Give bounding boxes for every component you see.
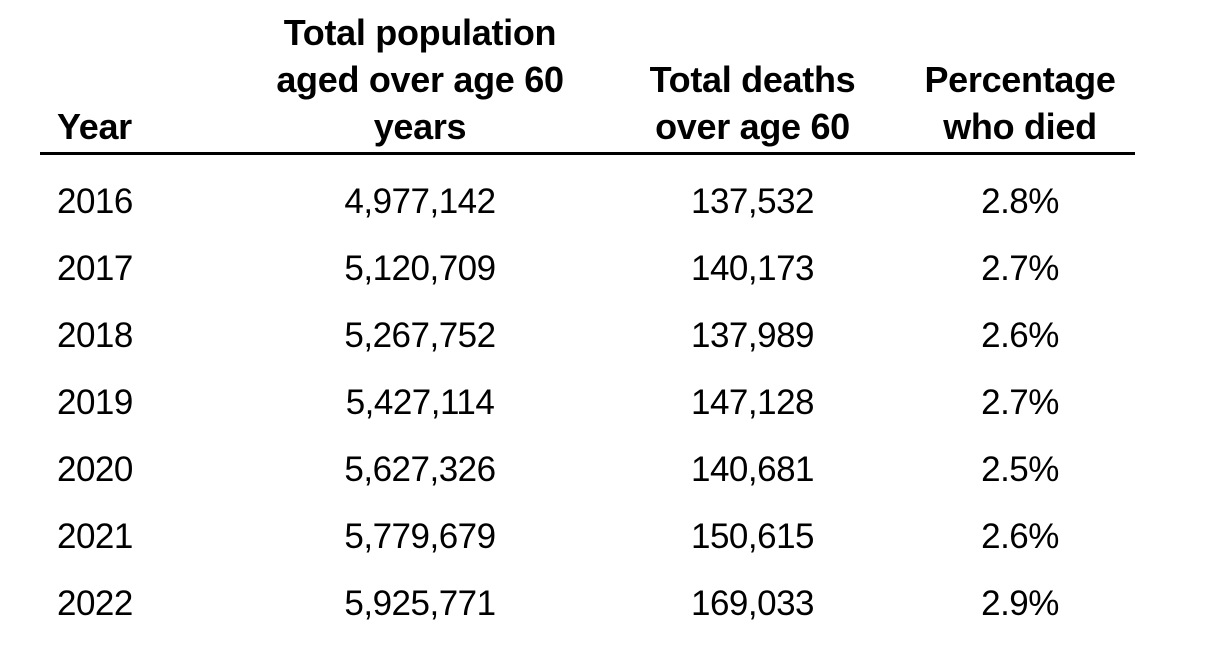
cell-percentage: 2.6% bbox=[981, 315, 1059, 355]
cell-deaths: 147,128 bbox=[690, 382, 815, 422]
header-label-percentage-line1: Percentage bbox=[924, 59, 1116, 100]
header-cell-deaths: Total deaths over age 60 bbox=[600, 0, 905, 155]
cell-percentage: 2.8% bbox=[981, 181, 1059, 221]
cell-year: 2021 bbox=[57, 516, 133, 556]
header-cell-year: Year bbox=[40, 0, 240, 155]
table-row: 2019 5,427,114 147,128 2.7% bbox=[40, 369, 1135, 436]
cell-deaths: 150,615 bbox=[690, 516, 815, 556]
cell-population: 4,977,142 bbox=[344, 181, 496, 221]
header-cell-percentage: Percentage who died bbox=[905, 0, 1135, 155]
table-body: 2016 4,977,142 137,532 2.8% 2017 5,120,709 140… bbox=[40, 154, 1135, 638]
cell-percentage: 2.9% bbox=[981, 583, 1059, 623]
cell-population: 5,627,326 bbox=[344, 449, 496, 489]
table-row: 2018 5,267,752 137,989 2.6% bbox=[40, 302, 1135, 369]
cell-year: 2020 bbox=[57, 449, 133, 489]
cell-deaths: 169,033 bbox=[690, 583, 815, 623]
cell-year: 2016 bbox=[57, 181, 133, 221]
table-header-row: Year Total population aged over age 60 y… bbox=[40, 0, 1135, 155]
table-row: 2017 5,120,709 140,173 2.7% bbox=[40, 235, 1135, 302]
table-row: 2021 5,779,679 150,615 2.6% bbox=[40, 503, 1135, 570]
header-label-population-line3: years bbox=[373, 106, 467, 147]
header-label-population-line1: Total population bbox=[283, 12, 557, 53]
header-cell-population: Total population aged over age 60 years bbox=[240, 0, 600, 155]
cell-percentage: 2.6% bbox=[981, 516, 1059, 556]
cell-deaths: 137,989 bbox=[690, 315, 815, 355]
cell-percentage: 2.7% bbox=[981, 248, 1059, 288]
header-label-year: Year bbox=[57, 106, 132, 147]
table-row: 2022 5,925,771 169,033 2.9% bbox=[40, 570, 1135, 637]
cell-year: 2022 bbox=[57, 583, 133, 623]
cell-percentage: 2.7% bbox=[981, 382, 1059, 422]
cell-population: 5,925,771 bbox=[344, 583, 496, 623]
cell-deaths: 137,532 bbox=[690, 181, 815, 221]
cell-deaths: 140,173 bbox=[690, 248, 815, 288]
header-label-deaths-line2: over age 60 bbox=[655, 106, 850, 147]
table-row: 2016 4,977,142 137,532 2.8% bbox=[40, 154, 1135, 236]
cell-deaths: 140,681 bbox=[690, 449, 815, 489]
cell-year: 2017 bbox=[57, 248, 133, 288]
cell-year: 2018 bbox=[57, 315, 133, 355]
data-table: Year Total population aged over age 60 y… bbox=[40, 0, 1135, 637]
cell-population: 5,427,114 bbox=[345, 382, 495, 422]
cell-year: 2019 bbox=[57, 382, 133, 422]
table-row: 2020 5,627,326 140,681 2.5% bbox=[40, 436, 1135, 503]
cell-population: 5,779,679 bbox=[344, 516, 496, 556]
header-label-percentage-line2: who died bbox=[943, 106, 1097, 147]
cell-population: 5,267,752 bbox=[344, 315, 496, 355]
header-label-population-line2: aged over age 60 bbox=[276, 59, 564, 100]
header-label-deaths-line1: Total deaths bbox=[649, 59, 856, 100]
cell-population: 5,120,709 bbox=[344, 248, 496, 288]
cell-percentage: 2.5% bbox=[981, 449, 1059, 489]
